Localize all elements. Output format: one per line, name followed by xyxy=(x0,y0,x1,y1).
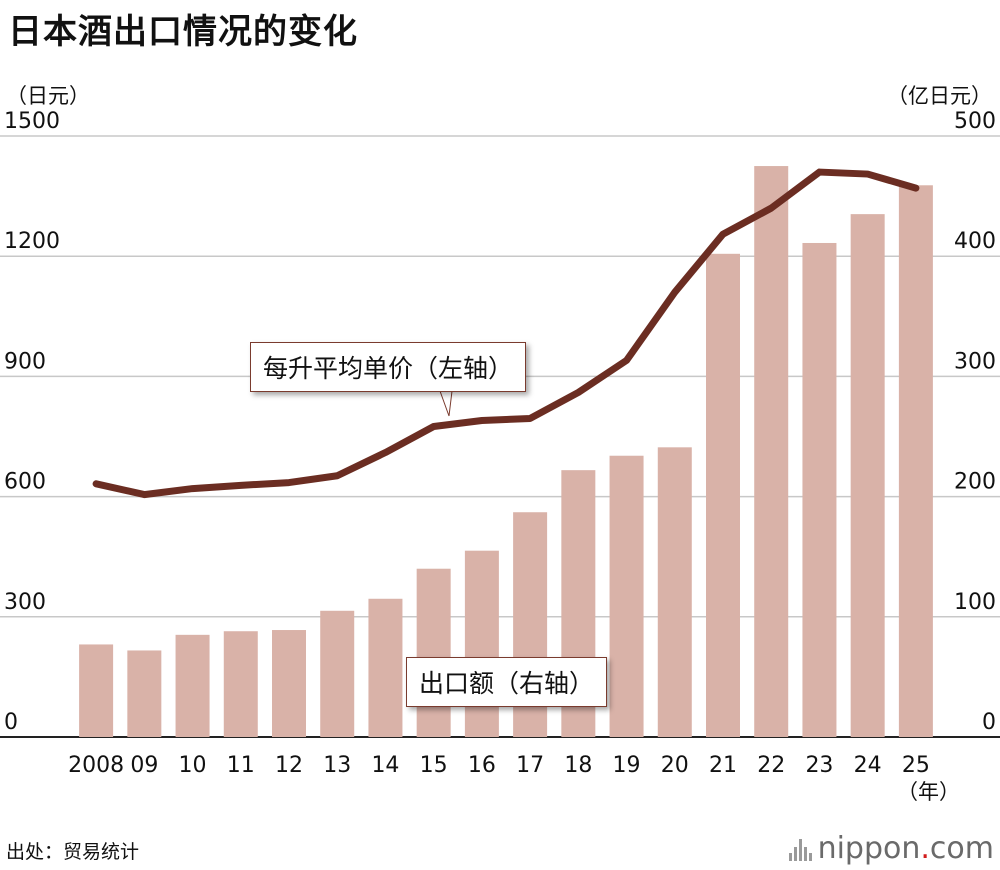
brand-name: nippon xyxy=(817,831,921,866)
bar-10 xyxy=(175,634,210,737)
brand-logo: nippon. com xyxy=(788,831,994,866)
bar-14 xyxy=(368,598,403,737)
callout-pointer xyxy=(439,390,453,417)
x-tick-label: 20 xyxy=(661,753,689,778)
x-tick-label: 24 xyxy=(854,753,882,778)
bar-16 xyxy=(464,550,499,737)
right-tick-label: 200 xyxy=(954,470,996,495)
chart-title: 日本酒出口情况的变化 xyxy=(8,12,358,52)
left-tick-label: 0 xyxy=(4,710,18,735)
brand-bars-icon xyxy=(788,837,812,861)
x-tick-label: 16 xyxy=(468,753,496,778)
x-tick-label: 12 xyxy=(275,753,303,778)
brand-dot: . xyxy=(920,831,930,866)
x-tick-label: 14 xyxy=(371,753,399,778)
right-axis-unit: （亿日元） xyxy=(887,84,992,108)
right-tick-label: 100 xyxy=(954,590,996,615)
bar-24 xyxy=(850,214,885,737)
unit-price-line xyxy=(92,168,920,499)
source-note: 出处：贸易统计 xyxy=(6,841,140,863)
x-tick-label: 23 xyxy=(805,753,833,778)
bar-25 xyxy=(898,185,933,738)
left-tick-label: 600 xyxy=(4,470,46,495)
bar-23 xyxy=(802,242,837,737)
x-tick-label: 19 xyxy=(613,753,641,778)
line-series-callout: 每升平均单价（左轴） xyxy=(250,342,527,392)
right-tick-label: 300 xyxy=(954,349,996,374)
x-tick-label: 15 xyxy=(420,753,448,778)
axis-tick-labels: 0 0 300 100 600 200 900 300 1200 400 1500 500 2008 09… xyxy=(4,109,996,778)
right-tick-label: 500 xyxy=(954,109,996,134)
brand-tld: com xyxy=(929,831,994,866)
bar-12 xyxy=(272,630,306,737)
right-tick-label: 0 xyxy=(982,710,996,735)
left-axis-unit: （日元） xyxy=(6,84,90,108)
bar-09 xyxy=(127,650,162,737)
bar-21 xyxy=(706,253,740,737)
left-tick-label: 1500 xyxy=(4,109,60,134)
right-tick-label: 400 xyxy=(954,229,996,254)
x-axis-unit: （年） xyxy=(897,780,960,804)
line-series-unit-price xyxy=(92,168,920,499)
x-tick-label: 18 xyxy=(564,753,592,778)
x-tick-label: 22 xyxy=(757,753,785,778)
x-tick-label: 2008 xyxy=(68,753,124,778)
left-tick-label: 900 xyxy=(4,349,46,374)
gridlines xyxy=(0,135,1000,738)
bar-13 xyxy=(320,610,355,737)
x-tick-label: 09 xyxy=(130,753,158,778)
x-tick-label: 21 xyxy=(709,753,737,778)
bar-series-callout: 出口额（右轴） xyxy=(406,657,608,707)
bar-19 xyxy=(609,455,644,737)
bar-2008 xyxy=(79,644,114,737)
bar-series-export-value xyxy=(79,166,933,738)
bar-15 xyxy=(416,568,451,737)
x-tick-label: 17 xyxy=(516,753,544,778)
bar-11 xyxy=(223,631,258,737)
x-tick-label: 10 xyxy=(179,753,207,778)
bar-22 xyxy=(754,166,789,738)
left-tick-label: 1200 xyxy=(4,229,60,254)
x-tick-label: 13 xyxy=(323,753,351,778)
x-tick-label: 25 xyxy=(902,753,930,778)
x-tick-label: 11 xyxy=(227,753,255,778)
bar-20 xyxy=(657,447,692,737)
left-tick-label: 300 xyxy=(4,590,46,615)
